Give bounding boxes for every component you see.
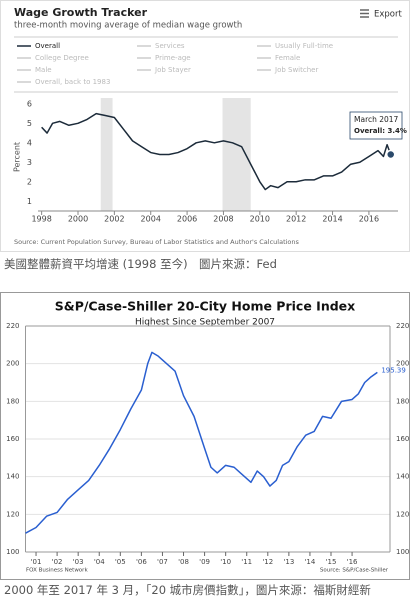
y-tick-label: 120 (396, 510, 409, 518)
legend-entry[interactable]: Usually Full-time (275, 42, 333, 50)
x-tick-label: 1998 (31, 215, 51, 224)
x-tick-label: '10 (220, 558, 231, 566)
x-tick-label: '04 (94, 558, 105, 566)
x-tick-label: '12 (262, 558, 273, 566)
panel (0, 0, 410, 252)
chart-title: Wage Growth Tracker (14, 6, 148, 19)
legend-entry[interactable]: Male (35, 66, 52, 74)
tooltip-title: March 2017 (354, 115, 399, 124)
x-tick-label: 2012 (286, 215, 306, 224)
x-tick-label: '09 (199, 558, 210, 566)
x-tick-label: '01 (31, 558, 42, 566)
hover-marker (385, 149, 396, 160)
x-tick-label: '02 (52, 558, 63, 566)
source: Source: Current Population Survey, Burea… (14, 238, 300, 246)
network-label: FOX Business Network (26, 568, 88, 574)
x-tick-label: '03 (73, 558, 84, 566)
x-tick-label: '08 (178, 558, 189, 566)
recession-band (100, 98, 113, 211)
y-tick-label: 5 (27, 119, 32, 128)
data-label: 195.39 (381, 366, 406, 374)
y-tick-label: 200 (396, 360, 409, 368)
source: Source: S&P/Case-Shiller (320, 568, 389, 574)
data-line (41, 112, 392, 191)
wage-chart: Wage Growth Tracker three-month moving a… (0, 0, 410, 252)
legend-entry[interactable]: College Degree (35, 54, 89, 62)
legend-entry[interactable]: Overall (35, 42, 60, 50)
legend-entry[interactable]: Prime-age (155, 54, 191, 62)
x-tick-label: '16 (347, 558, 358, 566)
y-tick-label: 200 (6, 360, 19, 368)
y-tick-label: 3 (27, 158, 32, 167)
y-tick-label: 100 (396, 548, 409, 556)
legend-entry[interactable]: Job Switcher (274, 66, 318, 74)
export-button[interactable]: Export (374, 10, 402, 20)
y-tick-label: 180 (396, 397, 409, 405)
caption: 美國整體薪資平均增速 (1998 至今) 圖片來源：Fed (4, 257, 277, 271)
x-tick-label: '06 (136, 558, 147, 566)
x-tick-label: 2014 (322, 215, 342, 224)
y-tick-label: 220 (396, 322, 409, 330)
chart-title: S&P/Case-Shiller 20-City Home Price Inde… (55, 299, 355, 314)
x-tick-label: 2002 (104, 215, 124, 224)
x-tick-label: 2004 (141, 215, 161, 224)
export-icon[interactable] (360, 9, 369, 18)
y-tick-label: 180 (6, 397, 19, 405)
panel (0, 292, 410, 580)
x-tick-label: '14 (305, 558, 316, 566)
y-tick-label: 100 (6, 548, 19, 556)
y-tick-label: 2 (27, 177, 32, 186)
x-tick-label: 2000 (68, 215, 88, 224)
x-tick-label: 2008 (213, 215, 233, 224)
chart-subtitle: Highest Since September 2007 (135, 318, 275, 328)
tooltip-value: Overall: 3.4% (354, 127, 407, 135)
y-tick-label: 120 (6, 510, 19, 518)
x-tick-label: '13 (283, 558, 294, 566)
x-tick-label: '07 (157, 558, 168, 566)
x-tick-label: '15 (326, 558, 337, 566)
x-tick-label: 2006 (177, 215, 197, 224)
x-tick-label: '05 (115, 558, 126, 566)
x-tick-label: 2010 (250, 215, 270, 224)
legend-entry[interactable]: Job Stayer (154, 66, 191, 74)
chart-subtitle: three-month moving average of median wag… (14, 21, 242, 31)
home-price-chart: S&P/Case-Shiller 20-City Home Price Inde… (0, 292, 410, 580)
data-line (25, 351, 378, 534)
y-tick-label: 220 (6, 322, 19, 330)
caption: 2000 年至 2017 年 3 月，「20 城市房價指數」，圖片來源：福斯財經… (4, 583, 371, 597)
y-tick-label: 4 (27, 138, 32, 147)
y-tick-label: 140 (396, 473, 409, 481)
x-tick-label: '11 (241, 558, 252, 566)
y-tick-label: 140 (6, 473, 19, 481)
x-tick-label: 2016 (359, 215, 379, 224)
y-axis-label: Percent (13, 142, 22, 172)
y-tick-label: 6 (27, 99, 32, 108)
y-tick-label: 160 (396, 435, 409, 443)
y-tick-label: 1 (27, 197, 32, 206)
legend-entry[interactable]: Female (275, 54, 300, 62)
tooltip-box (349, 111, 403, 140)
y-tick-label: 160 (6, 435, 19, 443)
legend-entry[interactable]: Overall, back to 1983 (35, 78, 110, 86)
legend-entry[interactable]: Services (155, 42, 185, 50)
